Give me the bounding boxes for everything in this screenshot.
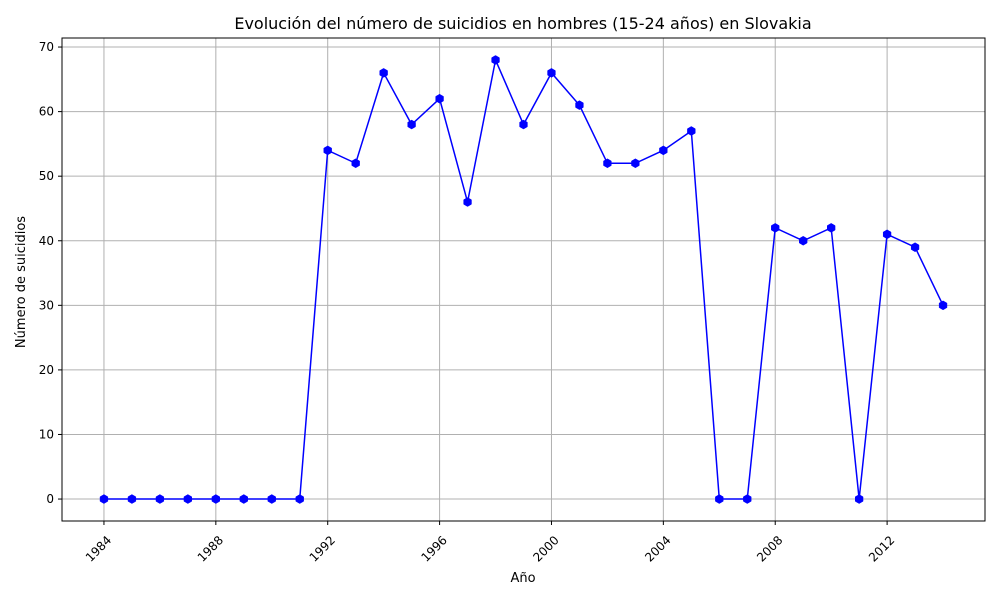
x-tick-label: 2004: [642, 533, 673, 564]
data-point: [631, 158, 640, 169]
y-tick-label: 70: [39, 40, 54, 54]
y-tick-label: 60: [39, 105, 54, 119]
x-axis-label: Año: [510, 571, 535, 586]
data-point: [407, 119, 416, 130]
data-point: [379, 68, 388, 78]
data-point: [351, 158, 360, 169]
data-point: [267, 494, 276, 504]
y-tick-label: 10: [39, 427, 54, 441]
x-tick-label: 2000: [530, 533, 561, 564]
data-point: [323, 145, 332, 156]
data-point: [463, 197, 472, 207]
x-tick-label: 2008: [754, 533, 785, 564]
data-point: [910, 242, 920, 252]
data-point: [183, 494, 193, 504]
data-point: [687, 126, 696, 136]
data-point: [743, 494, 752, 504]
x-tick-label: 1992: [307, 533, 338, 564]
chart-title: Evolución del número de suicidios en hom…: [234, 14, 811, 33]
data-point: [938, 300, 948, 311]
y-tick-label: 30: [39, 298, 54, 312]
data-point: [715, 494, 724, 504]
data-point: [799, 235, 808, 246]
y-tick-label: 50: [39, 169, 54, 183]
data-point: [547, 68, 556, 78]
data-point: [827, 223, 836, 233]
data-point: [659, 145, 668, 156]
y-tick-label: 0: [46, 492, 54, 506]
x-tick-label: 1988: [195, 533, 226, 564]
plot-frame: [61, 37, 986, 522]
x-tick-label: 2012: [866, 533, 897, 564]
y-tick-label: 40: [39, 234, 54, 248]
y-axis-label: Número de suicidios: [14, 216, 29, 348]
x-tick-label: 1996: [418, 533, 449, 564]
data-point: [211, 494, 220, 504]
x-tick-label: 1984: [83, 533, 114, 564]
data-point: [882, 229, 892, 240]
series-markers: [99, 55, 948, 504]
data-point: [155, 494, 165, 504]
data-point: [295, 494, 304, 504]
data-point: [603, 158, 612, 169]
data-point: [575, 100, 584, 110]
data-point: [854, 494, 864, 504]
data-point: [239, 494, 248, 504]
grid: [62, 38, 985, 521]
y-axis-ticks: 0 10 20 30 40 50 60 70: [39, 40, 62, 506]
data-point: [491, 55, 500, 65]
x-axis-ticks: 1984 1988 1992 1996 2000 2004 2008 2012: [83, 521, 897, 565]
data-point: [99, 494, 109, 504]
data-point: [519, 119, 528, 130]
y-tick-label: 20: [39, 363, 54, 377]
data-point: [127, 494, 137, 504]
data-point: [771, 223, 780, 233]
data-point: [435, 93, 444, 104]
